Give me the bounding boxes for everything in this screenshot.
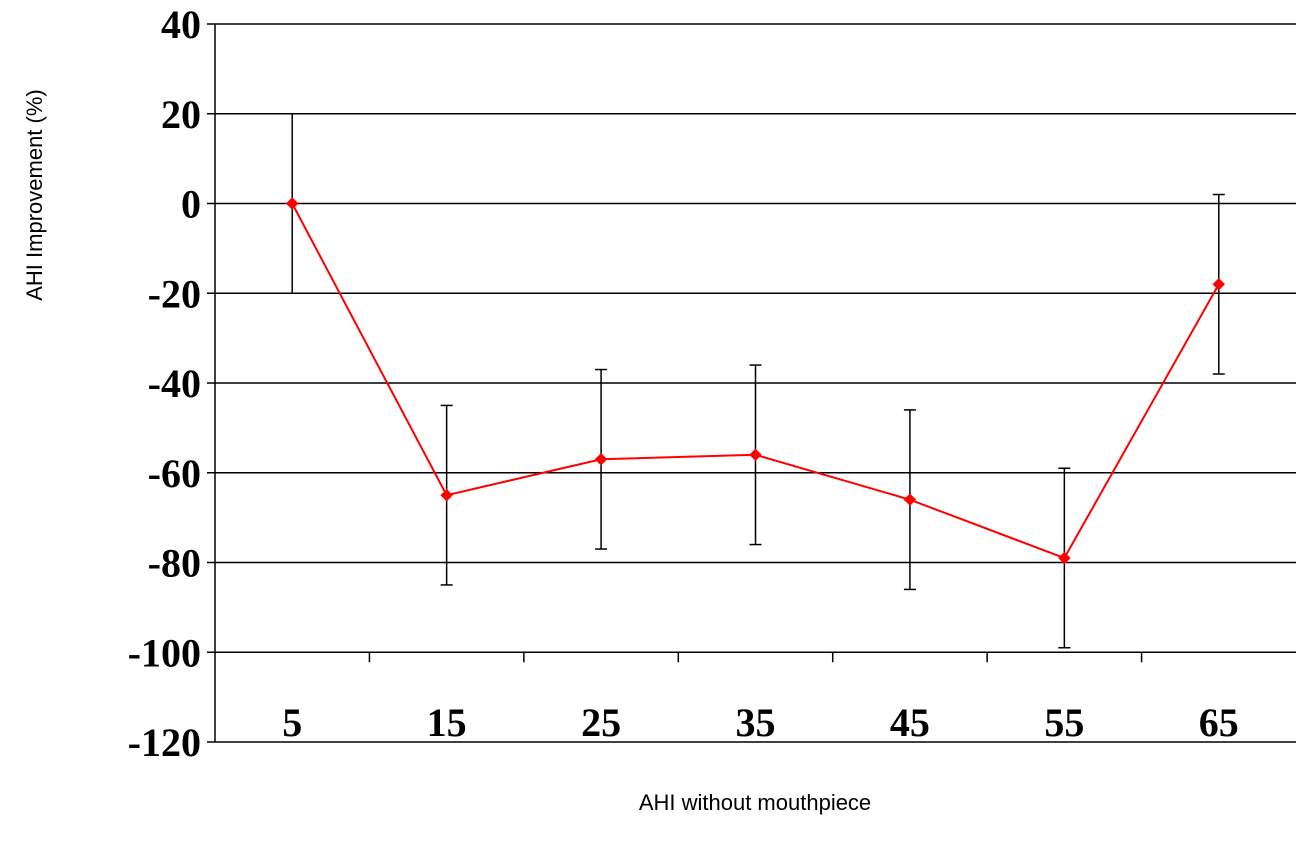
y-tick-label: -80: [148, 541, 201, 586]
y-tick-label: -20: [148, 271, 201, 316]
data-point: [286, 197, 299, 210]
data-point: [594, 453, 608, 466]
x-tick-label: 15: [427, 700, 467, 745]
x-tick-label: 25: [581, 700, 621, 745]
x-tick-label: 5: [282, 700, 302, 745]
x-tick-label: 35: [736, 700, 776, 745]
y-tick-label: 20: [161, 92, 201, 137]
data-point: [1212, 278, 1225, 291]
y-tick-label: -100: [128, 630, 201, 675]
data-point: [1058, 551, 1071, 565]
x-tick-label: 65: [1199, 700, 1239, 745]
data-points: [286, 197, 1225, 565]
x-axis-label: AHI without mouthpiece: [639, 790, 871, 815]
y-tick-label: 0: [181, 182, 201, 227]
data-point: [749, 448, 762, 462]
error-bars: [286, 113, 1225, 649]
x-tick-labels: 5 15 25 35 45 55 65: [282, 700, 1239, 745]
data-point: [903, 493, 917, 506]
y-tick-label: -120: [128, 720, 201, 765]
x-tick-label: 55: [1044, 700, 1084, 745]
y-tick-labels: 40 20 0 -20 -40 -60 -80 -100 -120: [128, 2, 201, 765]
x-tick-label: 45: [890, 700, 930, 745]
y-tick-label: 40: [161, 2, 201, 47]
data-point: [440, 488, 453, 502]
axes: [207, 23, 1143, 743]
y-axis-label: AHI Improvement (%): [22, 89, 47, 301]
y-tick-label: -60: [148, 451, 201, 496]
y-tick-label: -40: [148, 361, 201, 406]
